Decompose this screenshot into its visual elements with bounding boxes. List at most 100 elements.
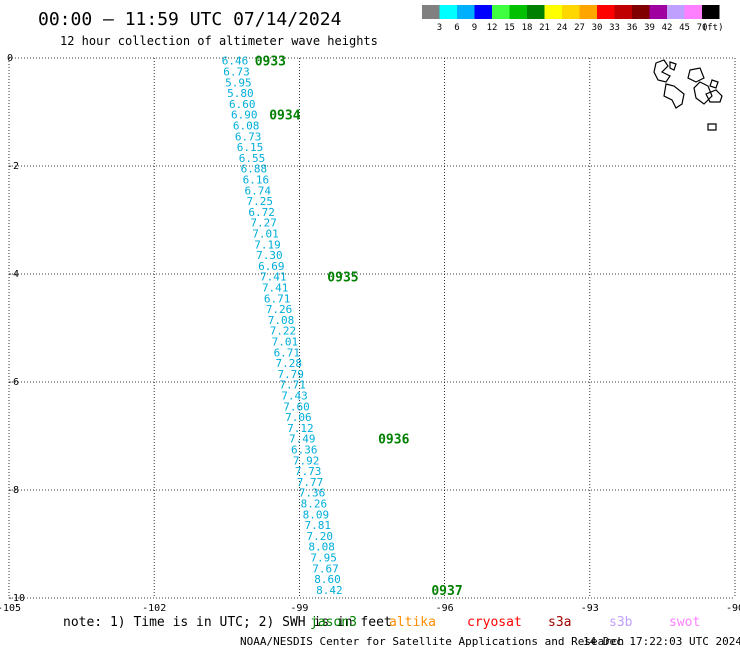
wave-height-label: 6.74 <box>245 184 272 197</box>
legend-label: 21 <box>539 23 550 33</box>
wave-height-label: 7.36 <box>299 487 326 500</box>
wave-height-label: 7.08 <box>268 314 295 327</box>
legend-swatch <box>632 5 650 19</box>
wave-height-label: 8.08 <box>308 541 335 554</box>
axis-tick-labels: -105 -102 -99 -96 -93 -90 0 -2 -4 -6 -8 -10 <box>0 53 740 614</box>
legend-swatch <box>579 5 597 19</box>
x-tick-label: -93 <box>581 603 599 614</box>
pass-time-labels: 0933 0934 0935 0936 0937 <box>255 55 463 599</box>
chart-subtitle: 12 hour collection of altimeter wave hei… <box>60 34 378 48</box>
pass-time-label: 0935 <box>327 271 358 286</box>
wave-height-label: 7.19 <box>254 238 281 251</box>
legend-swatch <box>597 5 615 19</box>
wave-height-label: 8.26 <box>301 498 328 511</box>
legend-swatch <box>544 5 562 19</box>
wave-height-label: 7.06 <box>285 411 312 424</box>
legend-label: 45 <box>679 23 690 33</box>
wave-height-label: 7.92 <box>293 454 320 467</box>
wave-height-label: 7.22 <box>270 325 297 338</box>
wave-height-label: 7.73 <box>295 465 322 478</box>
wave-height-label: 6.73 <box>223 66 250 79</box>
wave-height-label: 7.25 <box>246 195 273 208</box>
legend-swatch <box>509 5 527 19</box>
galapagos-islands <box>653 59 723 131</box>
timestamp-text: 14 Dec 17:22:03 UTC 2024 <box>583 635 740 648</box>
wave-height-label: 7.79 <box>277 368 304 381</box>
pass-time-label: 0936 <box>378 433 409 448</box>
wave-height-label: 7.77 <box>297 476 324 489</box>
wave-height-label: 7.43 <box>281 390 308 403</box>
wave-height-label: 7.27 <box>250 217 277 230</box>
color-legend: 3 6 9 12 15 18 21 24 27 30 33 36 39 42 45 70(ft) <box>422 5 724 33</box>
y-tick-label: 0 <box>7 53 13 64</box>
map-frame: 6.466.735.955.806.606.906.086.736.156.55… <box>0 53 740 614</box>
legend-swatch <box>614 5 632 19</box>
wave-height-label: 6.15 <box>237 141 264 154</box>
wave-height-label: 7.01 <box>252 228 279 241</box>
wave-height-label: 6.55 <box>239 152 266 165</box>
wave-height-label: 6.71 <box>264 292 291 305</box>
wave-height-label: 6.73 <box>235 130 262 143</box>
legend-label: 33 <box>609 23 620 33</box>
wave-height-label: 6.60 <box>229 98 256 111</box>
wave-height-label: 5.95 <box>225 76 252 89</box>
wave-height-label: 7.26 <box>266 303 293 316</box>
wave-height-label: 6.71 <box>274 346 301 359</box>
legend-label: 3 <box>437 23 442 33</box>
y-tick-label: -2 <box>7 161 19 172</box>
legend-swatch <box>492 5 510 19</box>
legend-label: 6 <box>454 23 459 33</box>
legend-swatch <box>667 5 685 19</box>
wave-height-label: 7.12 <box>287 422 314 435</box>
legend-swatch <box>474 5 492 19</box>
wave-height-label: 6.72 <box>248 206 275 219</box>
wave-height-label: 8.09 <box>303 508 330 521</box>
satellite-name: jason3 <box>310 615 357 630</box>
wave-height-label: 5.80 <box>227 87 254 100</box>
chart-title: 00:00 — 11:59 UTC 07/14/2024 <box>38 9 341 30</box>
x-tick-label: -102 <box>142 603 166 614</box>
legend-label: 18 <box>522 23 533 33</box>
wave-height-label: 8.60 <box>314 573 341 586</box>
wave-height-label: 6.88 <box>241 163 268 176</box>
legend-swatch <box>527 5 545 19</box>
x-tick-label: -105 <box>0 603 21 614</box>
y-tick-label: -8 <box>7 485 19 496</box>
satellite-name: cryosat <box>467 615 522 630</box>
wave-height-label: 7.41 <box>260 271 287 284</box>
legend-label: 9 <box>472 23 477 33</box>
legend-label: 30 <box>592 23 603 33</box>
x-tick-label: -90 <box>726 603 740 614</box>
pass-time-label: 0934 <box>269 109 300 124</box>
legend-swatch <box>439 5 457 19</box>
wave-height-label: 8.42 <box>316 584 343 597</box>
satellite-name: s3b <box>609 615 633 630</box>
wave-height-label: 6.16 <box>243 174 270 187</box>
legend-swatch <box>649 5 667 19</box>
units-note: note: 1) Time is in UTC; 2) SWH is in fe… <box>63 615 392 630</box>
legend-swatch <box>457 5 475 19</box>
y-tick-label: -4 <box>7 269 19 280</box>
wave-height-label: 6.46 <box>222 55 249 68</box>
wave-height-label: 6.36 <box>291 444 318 457</box>
wave-height-label: 6.08 <box>233 120 260 133</box>
satellite-legend: jason3 altika cryosat s3a s3b swot <box>310 615 700 630</box>
wave-height-label: 7.67 <box>312 562 339 575</box>
satellite-name: s3a <box>548 615 571 630</box>
legend-swatch <box>422 5 440 19</box>
legend-unit: (ft) <box>702 23 724 33</box>
wave-height-points: 6.466.735.955.806.606.906.086.736.156.55… <box>222 55 343 597</box>
wave-height-label: 7.49 <box>289 433 316 446</box>
wave-height-label: 6.90 <box>231 109 258 122</box>
legend-label: 15 <box>504 23 515 33</box>
x-tick-label: -96 <box>436 603 454 614</box>
wave-height-label: 7.28 <box>276 357 303 370</box>
wave-height-label: 7.60 <box>283 400 310 413</box>
legend-label: 12 <box>487 23 498 33</box>
wave-height-label: 7.41 <box>262 282 289 295</box>
satellite-name: altika <box>389 615 436 630</box>
wave-height-label: 7.81 <box>305 519 332 532</box>
wave-height-label: 6.69 <box>258 260 285 273</box>
wave-height-label: 7.01 <box>272 336 299 349</box>
